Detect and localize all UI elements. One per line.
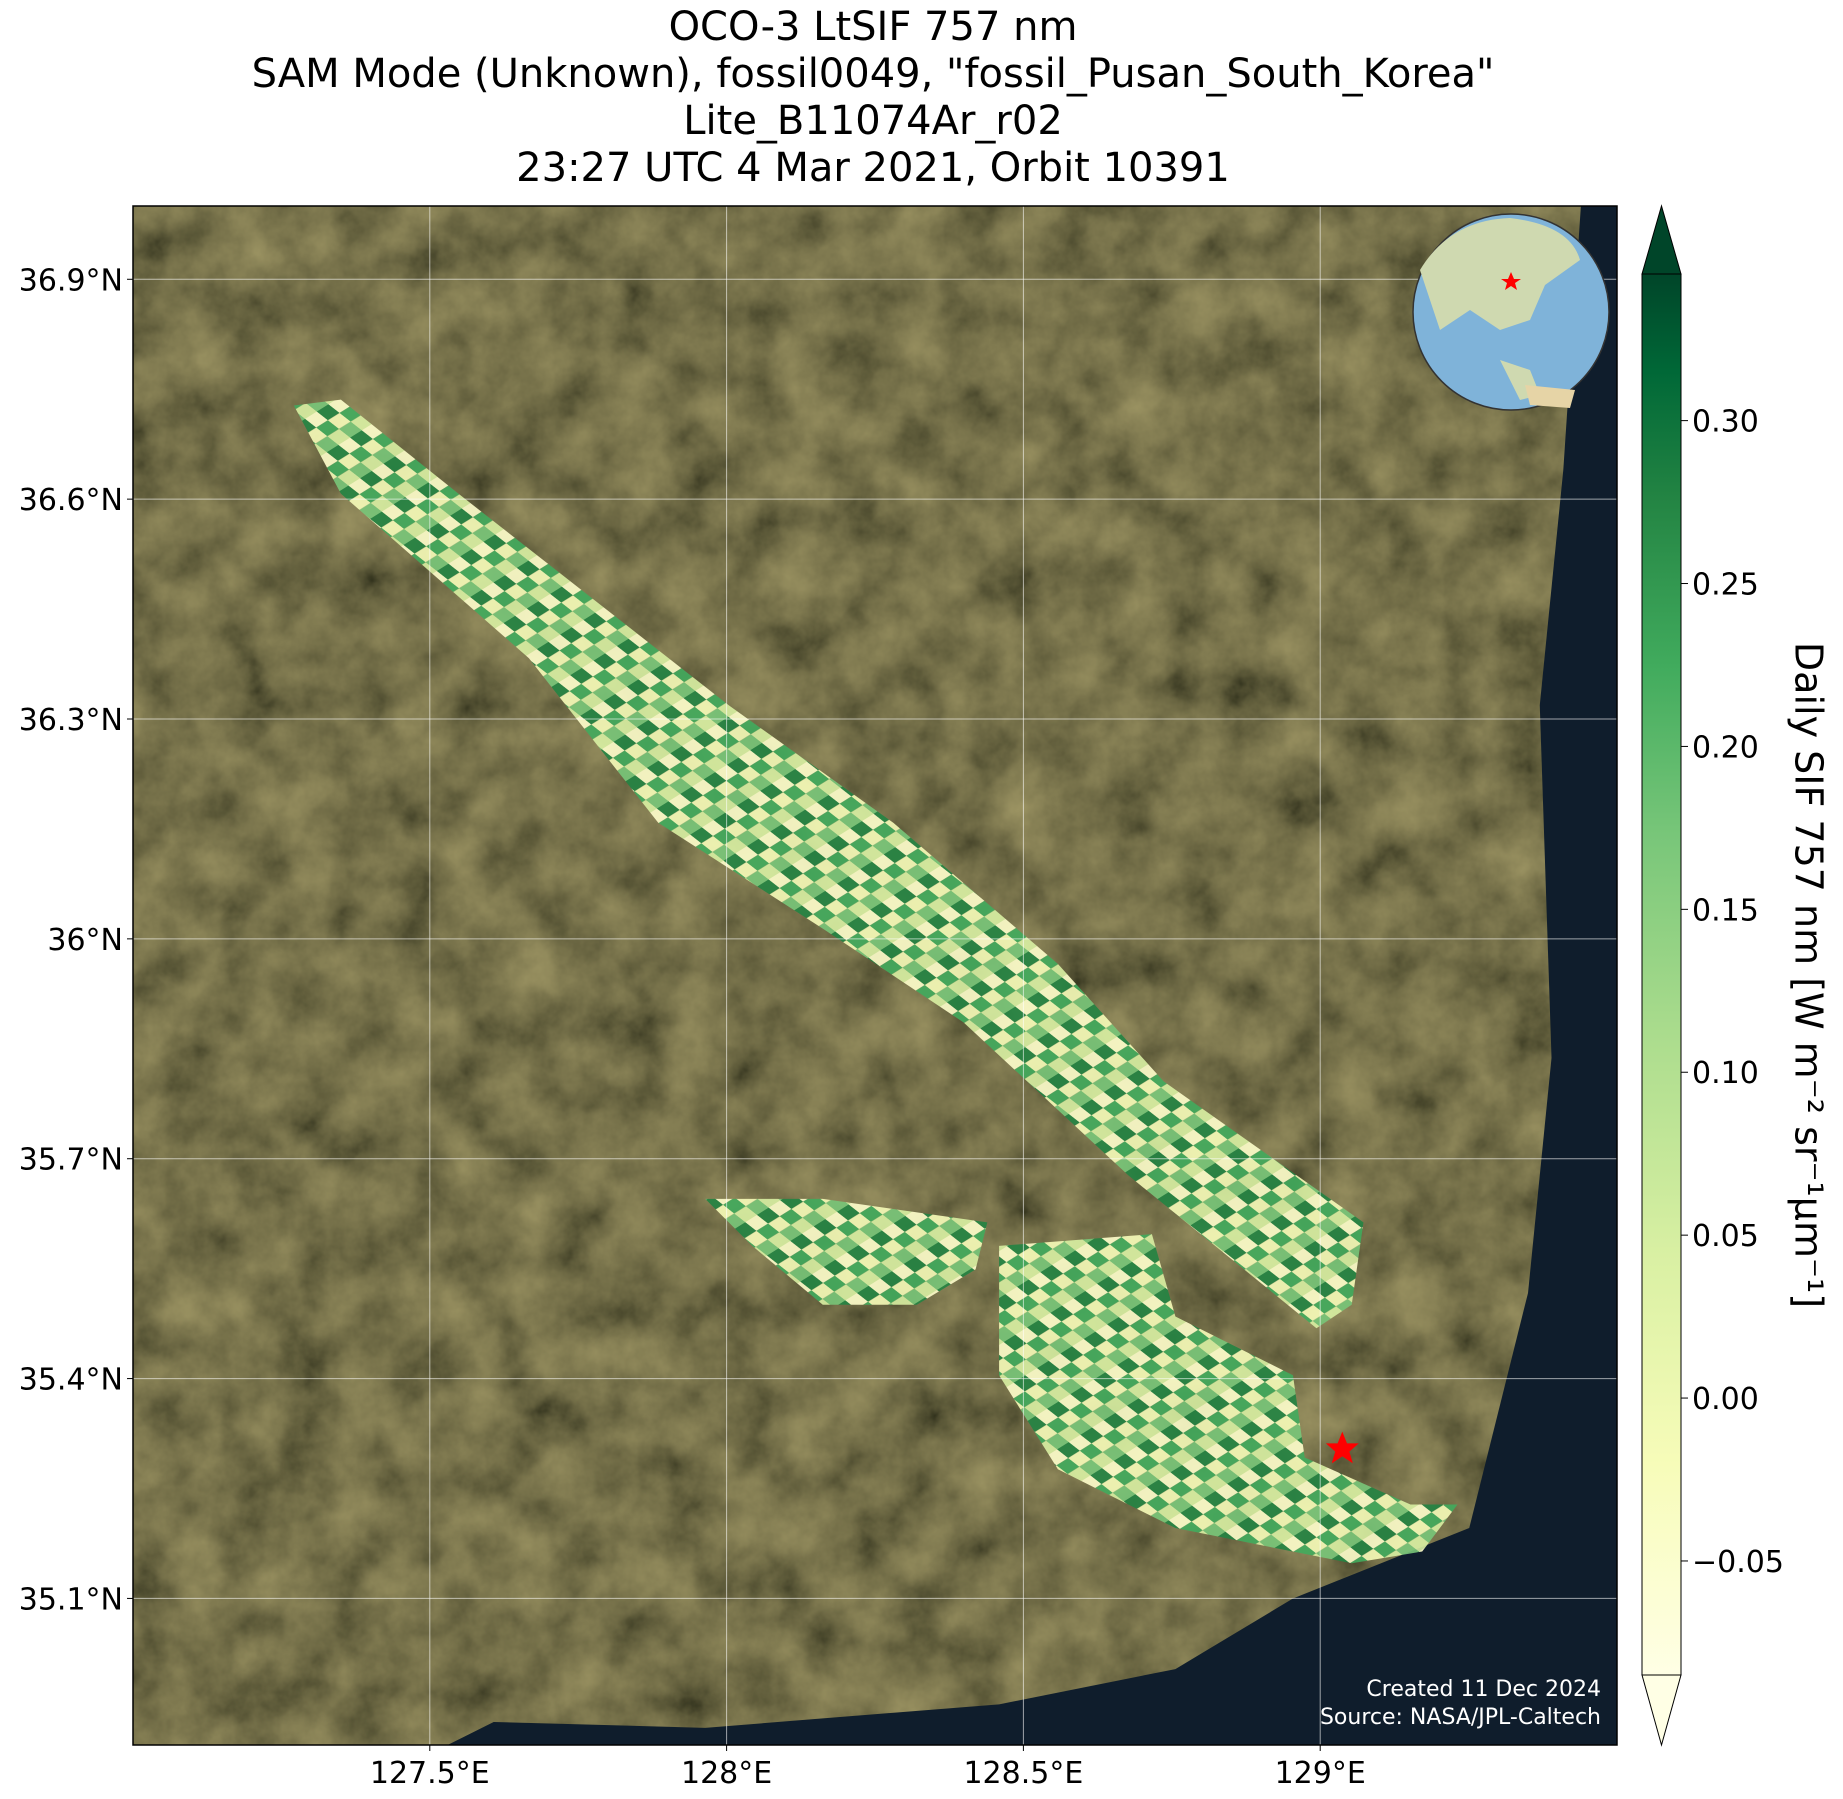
title: Lite_B11074Ar_r02 — [683, 98, 1063, 144]
colorbar-tick-label: 0.00 — [1692, 1382, 1759, 1417]
y-tick-label: 36.3°N — [19, 703, 123, 738]
basemap — [133, 206, 1617, 1745]
x-tick-label: 128.5°E — [963, 1756, 1083, 1791]
y-tick-label: 36.6°N — [19, 483, 123, 518]
grid — [133, 206, 1617, 1745]
colorbar-tick-label: −0.05 — [1692, 1545, 1784, 1580]
colorbar-tick-label: 0.30 — [1692, 405, 1759, 440]
colorbar-tick-label: 0.20 — [1692, 730, 1759, 765]
y-tick-label: 36.9°N — [19, 263, 123, 298]
colorbar-scale — [1641, 273, 1682, 1676]
sif-swaths — [293, 399, 1458, 1564]
map-frame — [132, 205, 1618, 1746]
colorbar-extend — [1641, 1674, 1682, 1747]
x-tick-label: 128°E — [681, 1756, 772, 1791]
site-marker — [1325, 1431, 1359, 1464]
y-tick-label: 35.7°N — [19, 1143, 123, 1178]
x-tick-label: 129°E — [1275, 1756, 1366, 1791]
colorbar-tick-label: 0.05 — [1692, 1219, 1759, 1254]
y-tick-label: 35.4°N — [19, 1363, 123, 1398]
colorbar: −0.05 0.00 0.05 0.10 0.15 0.20 0.25 0.30 — [1641, 204, 1784, 1747]
title: SAM Mode (Unknown), fossil0049, "fossil_… — [252, 51, 1495, 97]
y-tick-label: 36°N — [47, 923, 123, 958]
y-tick-label: 35.1°N — [19, 1582, 123, 1617]
colorbar-extend — [1641, 204, 1682, 275]
x-tick-label: 127.5°E — [370, 1756, 490, 1791]
colorbar-tick-label: 0.25 — [1692, 568, 1759, 603]
title: OCO-3 LtSIF 757 nm — [669, 4, 1078, 50]
inset-globe — [1412, 213, 1610, 411]
credit: Created 11 Dec 2024 — [1366, 1677, 1601, 1702]
colorbar-label: Daily SIF 757 nm [W m⁻² sr⁻¹μm⁻¹] — [1787, 642, 1831, 1308]
sea — [447, 206, 1617, 1745]
colorbar-tick-label: 0.10 — [1692, 1056, 1759, 1091]
title: 23:27 UTC 4 Mar 2021, Orbit 10391 — [516, 145, 1230, 191]
credit: Source: NASA/JPL-Caltech — [1320, 1705, 1601, 1730]
colorbar-tick-label: 0.15 — [1692, 893, 1759, 928]
axis-ticks: 127.5°E 128°E 128.5°E 129°E 35.1°N 35.4°N 35.7… — [19, 263, 1366, 1791]
